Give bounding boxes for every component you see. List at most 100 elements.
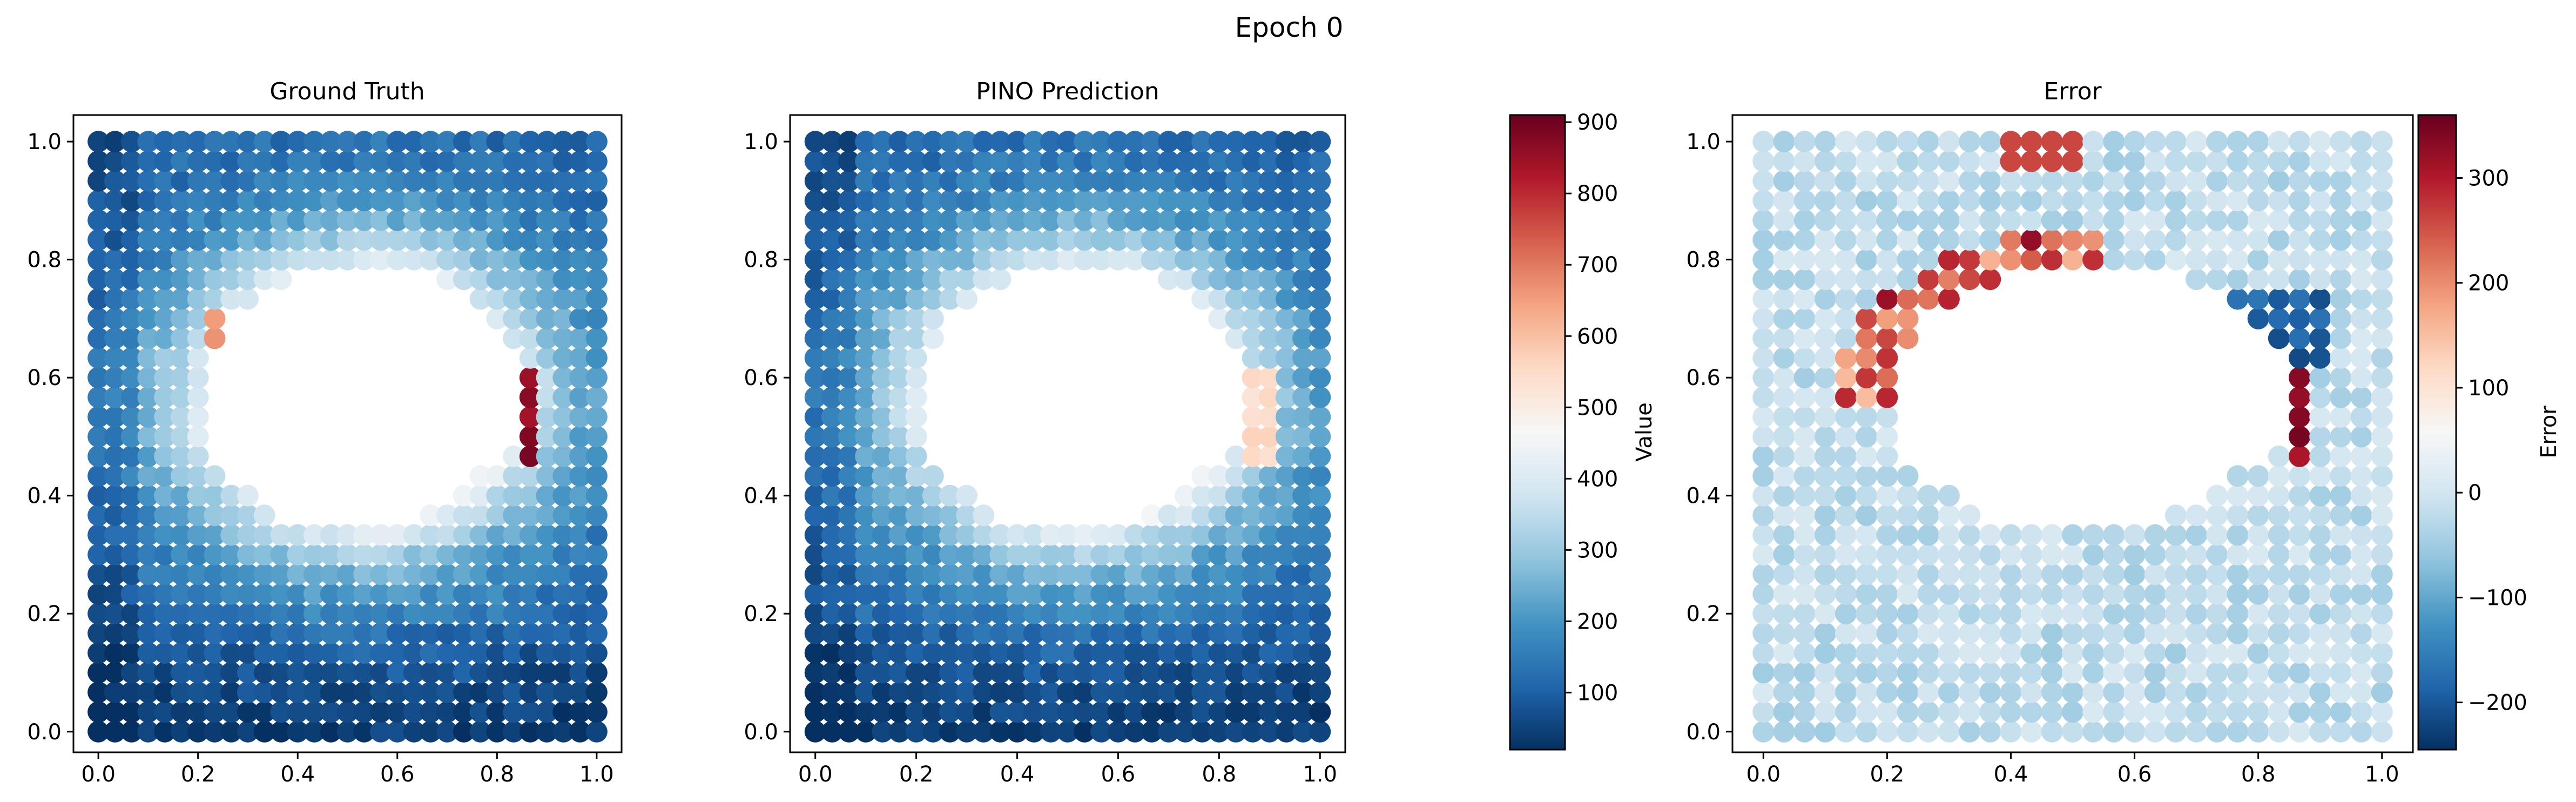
scatter-point: [1292, 642, 1314, 664]
scatter-point: [1124, 229, 1146, 251]
scatter-point: [1309, 150, 1331, 172]
scatter-point: [120, 367, 143, 389]
scatter-point: [87, 426, 110, 448]
scatter-point: [154, 622, 176, 644]
scatter-point: [154, 504, 176, 527]
scatter-point: [1938, 268, 1960, 291]
scatter-point: [2164, 504, 2187, 527]
scatter-point: [905, 406, 927, 428]
scatter-point: [170, 622, 192, 644]
scatter-point: [253, 524, 275, 546]
scatter-point: [2247, 504, 2269, 527]
scatter-point: [503, 170, 525, 192]
scatter-point: [569, 248, 591, 271]
scatter-point: [2206, 190, 2228, 212]
scatter-point: [1006, 229, 1028, 251]
scatter-point: [2041, 543, 2063, 565]
scatter-point: [1897, 170, 1919, 192]
scatter-point: [253, 170, 275, 192]
scatter-point: [872, 327, 894, 349]
scatter-point: [1090, 642, 1112, 664]
scatter-point: [2164, 524, 2187, 546]
scatter-point: [1856, 131, 1878, 153]
scatter-point: [2309, 445, 2331, 467]
scatter-point: [154, 150, 176, 172]
scatter-point: [1835, 386, 1857, 408]
scatter-point: [137, 209, 159, 231]
y-tick-label: 0.0: [744, 720, 778, 745]
scatter-point: [1090, 681, 1112, 703]
scatter-point: [569, 170, 591, 192]
scatter-point: [1225, 190, 1247, 212]
scatter-point: [2082, 524, 2105, 546]
scatter-point: [989, 131, 1011, 153]
scatter-point: [2330, 131, 2352, 153]
scatter-point: [1292, 150, 1314, 172]
scatter-point: [1856, 701, 1878, 723]
scatter-points-prediction: [804, 131, 1331, 743]
scatter-point: [1814, 583, 1836, 605]
scatter-point: [1752, 248, 1775, 271]
scatter-point: [1242, 131, 1264, 153]
scatter-point: [1124, 563, 1146, 585]
scatter-point: [2289, 248, 2310, 271]
scatter-point: [2062, 720, 2083, 743]
scatter-point: [1090, 720, 1112, 743]
scatter-point: [838, 583, 860, 605]
scatter-point: [87, 603, 110, 625]
scatter-point: [1141, 720, 1163, 743]
scatter-point: [154, 268, 176, 291]
scatter-point: [2289, 150, 2310, 172]
scatter-point: [2206, 150, 2228, 172]
scatter-point: [2309, 720, 2331, 743]
scatter-point: [503, 563, 525, 585]
scatter-point: [2371, 268, 2393, 291]
scatter-point: [1773, 484, 1795, 507]
scatter-point: [2227, 465, 2249, 487]
scatter-point: [2268, 150, 2290, 172]
scatter-point: [1275, 307, 1297, 329]
scatter-point: [1107, 720, 1129, 743]
scatter-point: [170, 524, 192, 546]
scatter-point: [2247, 642, 2269, 664]
scatter-point: [2144, 170, 2166, 192]
scatter-point: [956, 603, 978, 625]
scatter-point: [1225, 307, 1247, 329]
scatter-point: [1157, 150, 1179, 172]
scatter-point: [336, 131, 359, 153]
scatter-point: [170, 150, 192, 172]
scatter-point: [137, 307, 159, 329]
scatter-point: [1006, 662, 1028, 684]
scatter-point: [486, 583, 508, 605]
scatter-point: [104, 543, 126, 565]
scatter-point: [804, 170, 826, 192]
scatter-point: [2164, 701, 2187, 723]
scatter-point: [1107, 642, 1129, 664]
scatter-point: [2350, 426, 2372, 448]
scatter-point: [519, 701, 541, 723]
scatter-point: [1107, 622, 1129, 644]
scatter-point: [888, 662, 911, 684]
scatter-point: [2000, 681, 2022, 703]
scatter-point: [1938, 288, 1960, 310]
scatter-point: [2289, 386, 2310, 408]
scatter-point: [1090, 190, 1112, 212]
scatter-point: [1258, 484, 1280, 507]
scatter-point: [469, 583, 491, 605]
scatter-point: [1040, 662, 1062, 684]
scatter-point: [1773, 386, 1795, 408]
panel-prediction: PINO Prediction 0.0 0.2 0.4 0.6 0.8 1.00.00.2…: [744, 78, 1346, 787]
y-tick-label: 0.6: [27, 366, 62, 390]
scatter-point: [536, 484, 558, 507]
scatter-point: [1208, 563, 1230, 585]
scatter-point: [1835, 445, 1857, 467]
scatter-point: [120, 426, 143, 448]
scatter-point: [804, 347, 826, 369]
scatter-point: [1917, 268, 1939, 291]
colorbar-tick-label: 800: [1577, 181, 1618, 206]
scatter-point: [1141, 681, 1163, 703]
scatter-point: [2186, 504, 2208, 527]
scatter-point: [2330, 150, 2352, 172]
scatter-point: [1157, 170, 1179, 192]
scatter-point: [386, 701, 408, 723]
